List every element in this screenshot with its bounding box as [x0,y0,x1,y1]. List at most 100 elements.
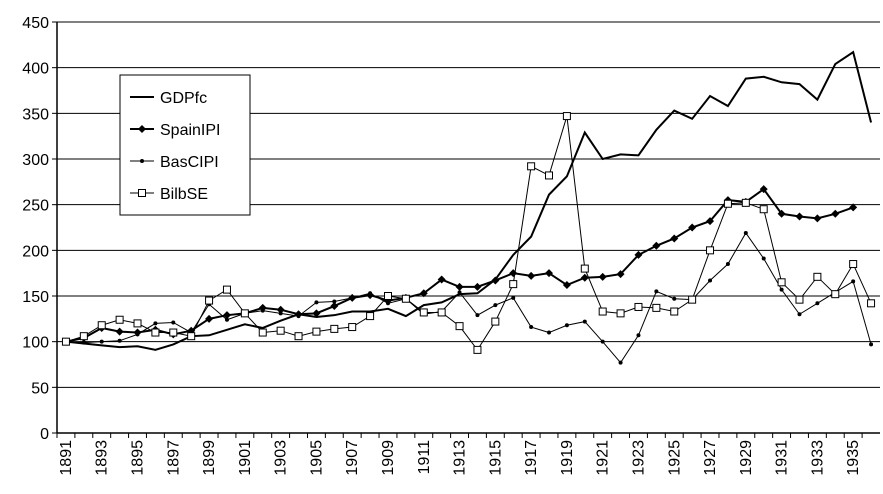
marker [849,203,858,212]
marker [867,299,876,308]
marker [813,272,822,281]
marker [634,302,643,311]
marker [652,241,661,250]
x-tick-label: 1901 [237,440,254,476]
marker [475,313,480,318]
marker [312,327,321,336]
y-tick-label: 100 [22,335,49,352]
x-tick-label: 1925 [666,440,683,476]
marker [564,323,569,328]
y-tick-label: 0 [40,426,49,443]
marker [491,276,500,285]
y-tick-label: 450 [22,15,49,32]
marker [813,214,822,223]
x-tick-label: 1913 [452,440,469,476]
x-tick-label: 1895 [130,440,147,476]
marker [135,332,140,337]
marker [330,324,339,333]
marker [562,112,571,121]
marker [723,199,732,208]
x-tick-label: 1903 [273,440,290,476]
marker [383,292,392,300]
marker [222,285,231,294]
marker [580,264,589,273]
marker [99,339,104,344]
marker [527,271,536,280]
marker [457,290,462,295]
x-tick-label: 1921 [595,440,612,476]
marker [258,303,267,312]
marker [258,328,267,337]
marker [296,314,301,319]
marker [509,269,518,278]
marker [205,296,214,305]
marker [312,309,321,318]
marker [224,317,229,322]
y-tick-label: 350 [22,106,49,123]
x-tick-label: 1897 [165,440,182,476]
x-tick-label: 1893 [94,440,111,476]
marker [795,295,804,304]
marker [652,303,661,312]
marker [545,171,554,180]
marker [115,327,124,336]
marker [761,256,766,261]
marker [240,309,249,318]
marker [795,212,804,221]
marker [869,342,874,347]
marker [473,282,482,291]
legend-label: GDPfc [160,90,207,107]
marker [777,278,786,287]
series-line [65,232,872,364]
y-tick-label: 150 [22,289,49,306]
marker [618,360,623,365]
marker [348,323,357,332]
marker [849,260,858,269]
marker [278,311,283,316]
marker [616,270,625,279]
series-line [65,50,873,351]
marker [455,322,464,331]
marker [330,302,339,311]
y-tick-label: 200 [22,243,49,260]
marker [79,332,88,341]
marker [815,301,820,306]
marker [616,309,625,318]
marker [779,287,784,292]
marker [600,339,605,344]
marker [473,345,482,354]
x-tick-label: 1891 [58,440,75,476]
marker [314,300,319,305]
marker [547,330,552,335]
marker [797,312,802,317]
marker [117,338,122,343]
marker [562,281,571,290]
x-tick-label: 1905 [308,440,325,476]
marker [222,311,231,320]
marker [759,205,768,214]
marker [133,319,142,328]
marker [171,320,176,325]
marker [138,125,146,133]
marker [437,308,446,317]
x-tick-label: 1907 [344,440,361,476]
marker [368,291,373,296]
marker [511,295,516,300]
x-tick-label: 1927 [702,440,719,476]
marker [725,262,730,267]
marker [332,299,337,304]
marker [385,301,390,306]
marker [708,278,713,283]
marker [580,273,589,282]
marker [401,294,410,303]
x-tick-label: 1929 [738,440,755,476]
series-line [65,115,872,351]
marker [187,332,196,341]
marker [545,269,554,278]
legend-label: SpainIPI [160,122,220,139]
x-tick-label: 1917 [523,440,540,476]
marker [706,246,715,255]
marker [636,333,641,338]
x-tick-label: 1923 [630,440,647,476]
marker [115,315,124,324]
